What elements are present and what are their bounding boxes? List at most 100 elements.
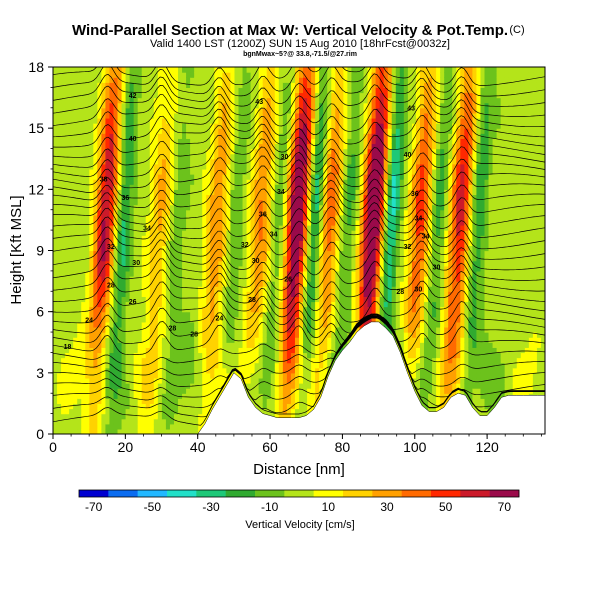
field-cell bbox=[194, 138, 199, 145]
field-cell bbox=[246, 123, 252, 129]
field-cell bbox=[53, 72, 58, 78]
field-cell bbox=[294, 133, 300, 139]
field-cell bbox=[65, 311, 70, 318]
field-cell bbox=[97, 357, 102, 364]
field-cell bbox=[250, 245, 256, 252]
field-cell bbox=[69, 67, 74, 73]
field-cell bbox=[254, 138, 260, 145]
field-cell bbox=[254, 342, 260, 348]
field-cell bbox=[89, 372, 94, 379]
field-cell bbox=[210, 398, 215, 405]
field-cell bbox=[250, 225, 256, 231]
field-cell bbox=[218, 87, 223, 94]
field-cell bbox=[89, 423, 94, 430]
field-cell bbox=[101, 194, 107, 201]
field-cell bbox=[109, 265, 115, 272]
field-cell bbox=[85, 377, 90, 384]
field-cell bbox=[121, 413, 127, 420]
field-cell bbox=[254, 87, 260, 94]
field-cell bbox=[266, 357, 272, 364]
field-cell bbox=[169, 352, 175, 359]
field-cell bbox=[89, 245, 94, 252]
field-cell bbox=[137, 219, 143, 226]
field-cell bbox=[69, 82, 74, 88]
field-cell bbox=[226, 189, 232, 196]
field-cell bbox=[319, 184, 324, 190]
field-cell bbox=[165, 189, 171, 196]
field-cell bbox=[294, 82, 300, 88]
field-cell bbox=[190, 82, 195, 88]
field-cell bbox=[186, 245, 191, 252]
field-cell bbox=[307, 67, 312, 73]
field-cell bbox=[53, 275, 58, 282]
field-cell bbox=[258, 275, 264, 282]
field-cell bbox=[294, 225, 300, 231]
field-cell bbox=[153, 123, 159, 129]
field-cell bbox=[262, 326, 268, 333]
field-cell bbox=[282, 87, 288, 94]
field-cell bbox=[101, 357, 107, 364]
field-cell bbox=[230, 225, 236, 231]
field-cell bbox=[157, 321, 163, 328]
field-cell bbox=[169, 245, 175, 252]
field-cell bbox=[242, 281, 248, 287]
field-cell bbox=[190, 148, 195, 155]
field-cell bbox=[157, 342, 163, 348]
field-cell bbox=[89, 291, 94, 297]
field-cell bbox=[274, 306, 280, 313]
field-cell bbox=[149, 255, 155, 262]
field-cell bbox=[169, 367, 175, 374]
field-cell bbox=[65, 158, 70, 165]
field-cell bbox=[93, 357, 98, 364]
field-cell bbox=[89, 377, 94, 384]
field-cell bbox=[113, 204, 119, 211]
field-cell bbox=[61, 326, 66, 333]
field-cell bbox=[133, 286, 139, 292]
field-cell bbox=[290, 321, 296, 328]
field-cell bbox=[214, 286, 219, 292]
field-cell bbox=[153, 342, 159, 348]
field-cell bbox=[202, 204, 207, 211]
field-cell bbox=[315, 240, 320, 247]
field-cell bbox=[286, 377, 292, 384]
field-cell bbox=[282, 230, 288, 236]
field-cell bbox=[73, 194, 78, 201]
field-cell bbox=[226, 92, 232, 99]
field-cell bbox=[165, 148, 171, 155]
field-cell bbox=[242, 184, 248, 190]
field-cell bbox=[294, 153, 300, 160]
field-cell bbox=[226, 179, 232, 185]
field-cell bbox=[202, 209, 207, 216]
field-cell bbox=[282, 77, 288, 83]
field-cell bbox=[323, 316, 328, 323]
field-cell bbox=[117, 123, 123, 129]
field-cell bbox=[258, 67, 264, 73]
field-cell bbox=[161, 67, 167, 73]
field-cell bbox=[53, 143, 58, 150]
field-cell bbox=[254, 123, 260, 129]
field-cell bbox=[282, 225, 288, 231]
field-cell bbox=[198, 362, 203, 369]
field-cell bbox=[73, 148, 78, 155]
field-cell bbox=[77, 133, 82, 139]
field-cell bbox=[121, 174, 127, 180]
field-cell bbox=[125, 388, 131, 394]
field-cell bbox=[186, 112, 191, 119]
field-cell bbox=[109, 423, 115, 430]
field-cell bbox=[121, 342, 127, 348]
field-cell bbox=[266, 72, 272, 78]
field-cell bbox=[121, 240, 127, 247]
field-cell bbox=[246, 184, 252, 190]
field-cell bbox=[153, 133, 159, 139]
field-cell bbox=[234, 194, 240, 201]
field-cell bbox=[113, 153, 119, 160]
field-cell bbox=[85, 214, 90, 221]
field-cell bbox=[286, 184, 292, 190]
field-cell bbox=[230, 102, 236, 109]
field-cell bbox=[121, 199, 127, 206]
field-cell bbox=[202, 194, 207, 201]
field-cell bbox=[65, 199, 70, 206]
field-cell bbox=[157, 398, 163, 405]
field-cell bbox=[113, 352, 119, 359]
field-cell bbox=[149, 72, 155, 78]
